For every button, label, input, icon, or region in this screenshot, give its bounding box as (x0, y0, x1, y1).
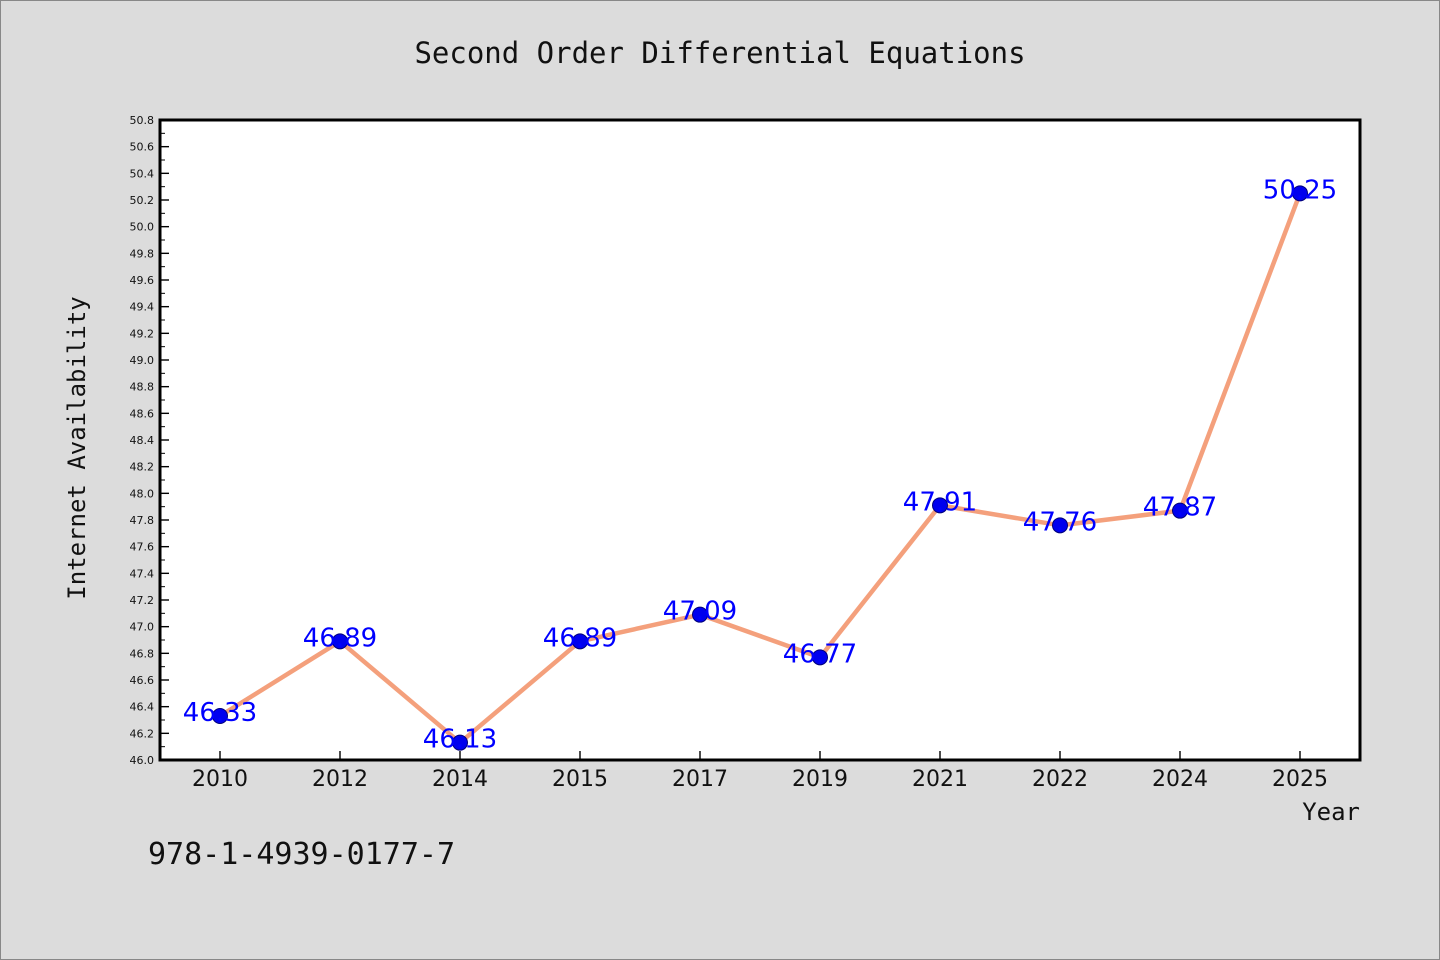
y-tick-label: 50.2 (130, 194, 155, 207)
data-point (452, 734, 468, 751)
y-tick-label: 49.8 (130, 247, 155, 260)
y-tick-label: 49.4 (130, 301, 155, 314)
y-tick-label: 46.2 (130, 727, 155, 740)
x-tick-label: 2017 (672, 767, 728, 792)
y-tick-label: 47.6 (130, 541, 155, 554)
data-label: 46.89 (303, 623, 377, 653)
data-label: 50.25 (1263, 175, 1337, 205)
data-point (332, 633, 348, 650)
data-label: 46.77 (783, 639, 857, 669)
y-axis-label: Internet Availability (63, 296, 91, 599)
y-tick-label: 46.8 (130, 647, 155, 660)
x-tick-label: 2012 (312, 767, 368, 792)
y-tick-label: 48.6 (130, 407, 155, 420)
data-point (1172, 502, 1188, 519)
y-tick-label: 46.4 (130, 701, 155, 714)
x-tick-label: 2010 (192, 767, 248, 792)
y-tick-label: 49.6 (130, 274, 155, 287)
y-tick-label: 50.8 (130, 114, 155, 127)
data-point (812, 649, 828, 666)
chart-title: Second Order Differential Equations (414, 36, 1025, 70)
y-tick-label: 46.0 (130, 754, 155, 767)
series-layer: 46.33 46.89 46.13 46.89 47.09 46.77 47.91 47.76… (183, 175, 1337, 754)
data-label: 47.91 (903, 487, 977, 517)
y-tick-label: 47.0 (130, 621, 155, 634)
x-axis-label: Year (1302, 798, 1360, 826)
plot-area (158, 118, 1362, 762)
y-tick-label: 50.0 (130, 221, 155, 234)
isbn-annotation: 978-1-4939-0177-7 (148, 837, 455, 872)
y-tick-label: 48.8 (130, 381, 155, 394)
y-tick-label: 50.6 (130, 141, 155, 154)
y-tick-label: 48.0 (130, 487, 155, 500)
data-point (212, 708, 228, 724)
x-tick-label: 2021 (912, 767, 968, 792)
x-axis: 2010 2012 2014 2015 2017 2019 2021 2022 2024 2025 (192, 751, 1328, 792)
data-label: 47.87 (1143, 493, 1217, 523)
x-tick-label: 2024 (1152, 767, 1208, 792)
data-label: 46.89 (543, 623, 617, 653)
y-tick-label: 49.2 (130, 327, 155, 340)
x-tick-label: 2025 (1272, 767, 1328, 792)
y-tick-label: 46.6 (130, 674, 155, 687)
series-line (218, 192, 1303, 745)
data-label: 47.76 (1023, 507, 1097, 537)
data-point (692, 606, 708, 623)
y-tick-label: 50.4 (130, 167, 155, 180)
data-label: 46.33 (183, 698, 257, 728)
data-label: 46.13 (423, 725, 497, 755)
y-tick-label: 47.2 (130, 594, 155, 607)
y-tick-label: 47.8 (130, 514, 155, 527)
data-point (1052, 517, 1068, 534)
x-tick-label: 2019 (792, 767, 848, 792)
y-tick-label: 47.4 (130, 567, 155, 580)
x-tick-label: 2015 (552, 767, 608, 792)
data-label: 47.09 (663, 597, 737, 627)
data-point (932, 497, 948, 514)
data-point (572, 633, 588, 650)
y-tick-label: 48.2 (130, 461, 155, 474)
data-point (1292, 185, 1308, 202)
x-tick-label: 2022 (1032, 767, 1088, 792)
y-axis: 46.0 46.2 46.4 46.6 46.8 47.0 47.2 47.4 47.6 47.8… (130, 114, 169, 767)
y-tick-label: 48.4 (130, 434, 155, 447)
x-tick-label: 2014 (432, 767, 488, 792)
y-tick-label: 49.0 (130, 354, 155, 367)
